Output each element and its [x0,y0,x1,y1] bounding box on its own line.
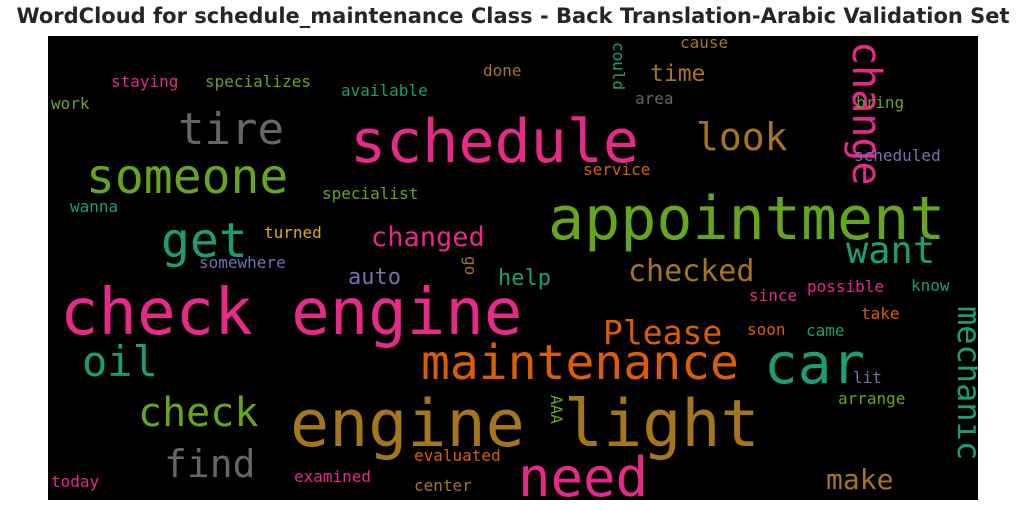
word-center: center [414,476,472,495]
word-staying: staying [111,72,178,91]
word-possible: possible [807,277,884,296]
wordcloud-panel: check engine schedule appointment engine li… [48,36,978,500]
word-work: work [51,94,90,113]
word-turned: turned [264,223,322,242]
word-bring: bring [856,93,904,112]
word-aaa: AAA [547,395,566,424]
word-change: change [843,41,889,186]
word-specializes: specializes [205,72,311,91]
word-wanna: wanna [70,197,118,216]
word-mechanic: mechanic [950,306,978,460]
word-check-engine: check engine [60,276,522,350]
word-came: came [806,321,845,340]
word-examined: examined [294,467,371,486]
word-since: since [749,286,797,305]
word-evaluated: evaluated [414,446,501,465]
word-find: find [164,442,256,486]
word-changed: changed [371,222,485,253]
word-maintenance: maintenance [421,335,739,391]
word-look: look [696,115,788,159]
word-somewhere: somewhere [199,253,286,272]
word-available: available [341,81,428,100]
word-scheduled: scheduled [854,146,941,165]
word-make: make [826,463,893,496]
chart-title: WordCloud for schedule_maintenance Class… [16,4,1010,28]
word-need: need [518,446,648,500]
word-lit: lit [853,368,882,387]
word-go: go [461,256,480,275]
word-arrange: arrange [838,389,905,408]
word-soon: soon [747,320,786,339]
word-auto: auto [348,265,401,290]
word-schedule: schedule [350,107,639,177]
word-oil: oil [82,337,158,386]
word-engine-light: engine light [290,387,760,462]
word-tire: tire [178,104,284,155]
word-checked: checked [628,254,754,289]
word-service: service [583,160,650,179]
word-please: Please [603,313,722,352]
word-check: check [138,390,258,436]
word-want: want [846,229,935,272]
word-car: car [764,332,865,397]
word-take: take [861,304,900,323]
word-area: area [635,89,674,108]
word-someone: someone [86,149,288,205]
word-cause: cause [680,36,728,52]
word-done: done [483,61,522,80]
word-specialist: specialist [322,184,418,203]
word-know: know [911,276,950,295]
word-help: help [498,266,551,291]
word-could: could [609,42,628,90]
word-today: today [51,472,100,491]
word-time: time [650,61,705,87]
word-get: get [161,213,248,269]
word-appointment: appointment [548,184,945,254]
